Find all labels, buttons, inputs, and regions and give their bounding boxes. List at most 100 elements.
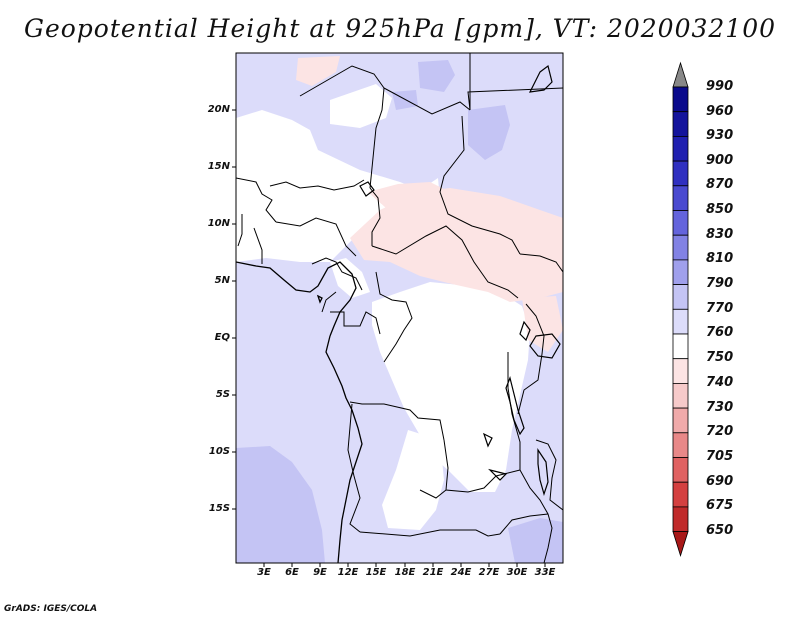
lon-label: 15E xyxy=(365,567,387,578)
lat-label: 10N xyxy=(207,218,230,229)
colorbar-label: 740 xyxy=(706,375,734,390)
colorbar-label: 830 xyxy=(706,227,734,242)
lat-label: 15S xyxy=(208,503,230,514)
colorbar-swatch xyxy=(672,234,689,261)
lon-label: 9E xyxy=(313,567,327,578)
colorbar-swatch xyxy=(672,333,689,360)
colorbar-swatch xyxy=(672,358,689,384)
colorbar-label: 850 xyxy=(706,202,734,217)
colorbar-swatch xyxy=(672,481,689,508)
lon-label: 6E xyxy=(285,567,299,578)
colorbar-swatch xyxy=(672,457,689,483)
country-borders xyxy=(236,53,563,563)
colorbar-label: 750 xyxy=(706,350,734,365)
colorbar-swatch xyxy=(672,160,689,187)
colorbar-label: 730 xyxy=(706,400,734,415)
field-pink-north xyxy=(296,56,340,86)
colorbar-label: 870 xyxy=(706,177,734,192)
axis-ticks xyxy=(232,109,546,567)
field-patch-se-blue xyxy=(508,518,563,563)
border-path xyxy=(359,529,501,537)
colorbar-swatch xyxy=(672,506,689,532)
border-path xyxy=(519,253,563,273)
lat-label: EQ xyxy=(214,332,230,343)
field-patch-egypt-blue xyxy=(418,60,455,92)
field-white-southern xyxy=(382,430,444,530)
colorbar-label: 720 xyxy=(706,424,734,439)
border-path xyxy=(507,352,521,470)
colorbar-swatch xyxy=(672,382,689,409)
colorbar-swatch xyxy=(672,259,689,285)
lake-victoria xyxy=(529,333,561,359)
border-path xyxy=(519,469,553,563)
lon-label: 30E xyxy=(506,567,528,578)
border-path xyxy=(330,311,381,335)
lon-label: 3E xyxy=(257,567,271,578)
colorbar-swatch xyxy=(672,86,689,113)
border-path xyxy=(369,187,381,246)
colorbar-swatch xyxy=(672,135,689,162)
colorbar-label: 650 xyxy=(706,523,734,538)
map-title: Geopotential Height at 925hPa [gpm], VT:… xyxy=(23,14,777,43)
lat-label: 15N xyxy=(207,161,230,172)
border-path xyxy=(275,217,357,257)
lon-label: 21E xyxy=(422,567,444,578)
lon-label: 12E xyxy=(337,567,359,578)
border-path xyxy=(236,177,277,223)
lake-albert xyxy=(519,320,531,342)
border-path xyxy=(535,439,563,511)
border-path xyxy=(347,403,361,533)
colorbar-swatch xyxy=(672,308,689,335)
lake-kariba xyxy=(488,468,508,481)
border-path xyxy=(371,225,519,299)
field-white-nile xyxy=(330,84,392,128)
border-path xyxy=(253,227,263,264)
lake-mweru xyxy=(482,432,493,448)
border-path xyxy=(237,214,243,247)
lakes xyxy=(359,64,561,497)
lon-label: 24E xyxy=(450,567,472,578)
coastline xyxy=(236,261,363,563)
colorbar-label: 690 xyxy=(706,474,734,489)
lake-red-sea xyxy=(528,64,553,93)
lon-label: 18E xyxy=(394,567,416,578)
field-patch-deep-southwest xyxy=(236,446,325,563)
field-pink-chad xyxy=(368,182,446,208)
field-fill xyxy=(236,53,563,563)
coast-west-africa xyxy=(236,261,357,337)
coast-gabon-angola xyxy=(325,335,363,563)
colorbar-label: 810 xyxy=(706,251,734,266)
border-path xyxy=(499,513,549,535)
colorbar-label: 900 xyxy=(706,153,734,168)
lat-label: 20N xyxy=(207,104,230,115)
map-frame xyxy=(235,52,564,564)
colorbar-label: 770 xyxy=(706,301,734,316)
border-path xyxy=(419,489,447,499)
colorbar-swatch xyxy=(672,185,689,211)
colorbar-label: 675 xyxy=(706,498,734,513)
border-path xyxy=(467,53,563,111)
colorbar-label: 960 xyxy=(706,104,734,119)
lat-label: 5S xyxy=(215,389,230,400)
colorbar-label: 705 xyxy=(706,449,734,464)
lake-chad xyxy=(359,181,375,197)
field-pink-lakes xyxy=(522,296,563,352)
colorbar-label: 990 xyxy=(706,79,734,94)
coast-island-bioko xyxy=(316,294,323,304)
lat-label: 5N xyxy=(214,275,230,286)
lake-tanganyika xyxy=(505,376,525,436)
grads-credit: GrADS: IGES/COLA xyxy=(4,604,98,614)
colorbar-label: 930 xyxy=(706,128,734,143)
colorbar-over-arrow xyxy=(672,61,689,88)
colorbar-under-arrow xyxy=(672,531,689,557)
border-path xyxy=(321,291,337,313)
colorbar-swatch xyxy=(672,432,689,458)
border-path xyxy=(517,303,545,415)
border-path xyxy=(375,271,413,363)
field-patch-libya-blue xyxy=(392,90,418,110)
border-path xyxy=(383,87,471,115)
lake-malawi xyxy=(537,448,549,497)
lon-label: 33E xyxy=(534,567,556,578)
border-path xyxy=(269,179,365,191)
